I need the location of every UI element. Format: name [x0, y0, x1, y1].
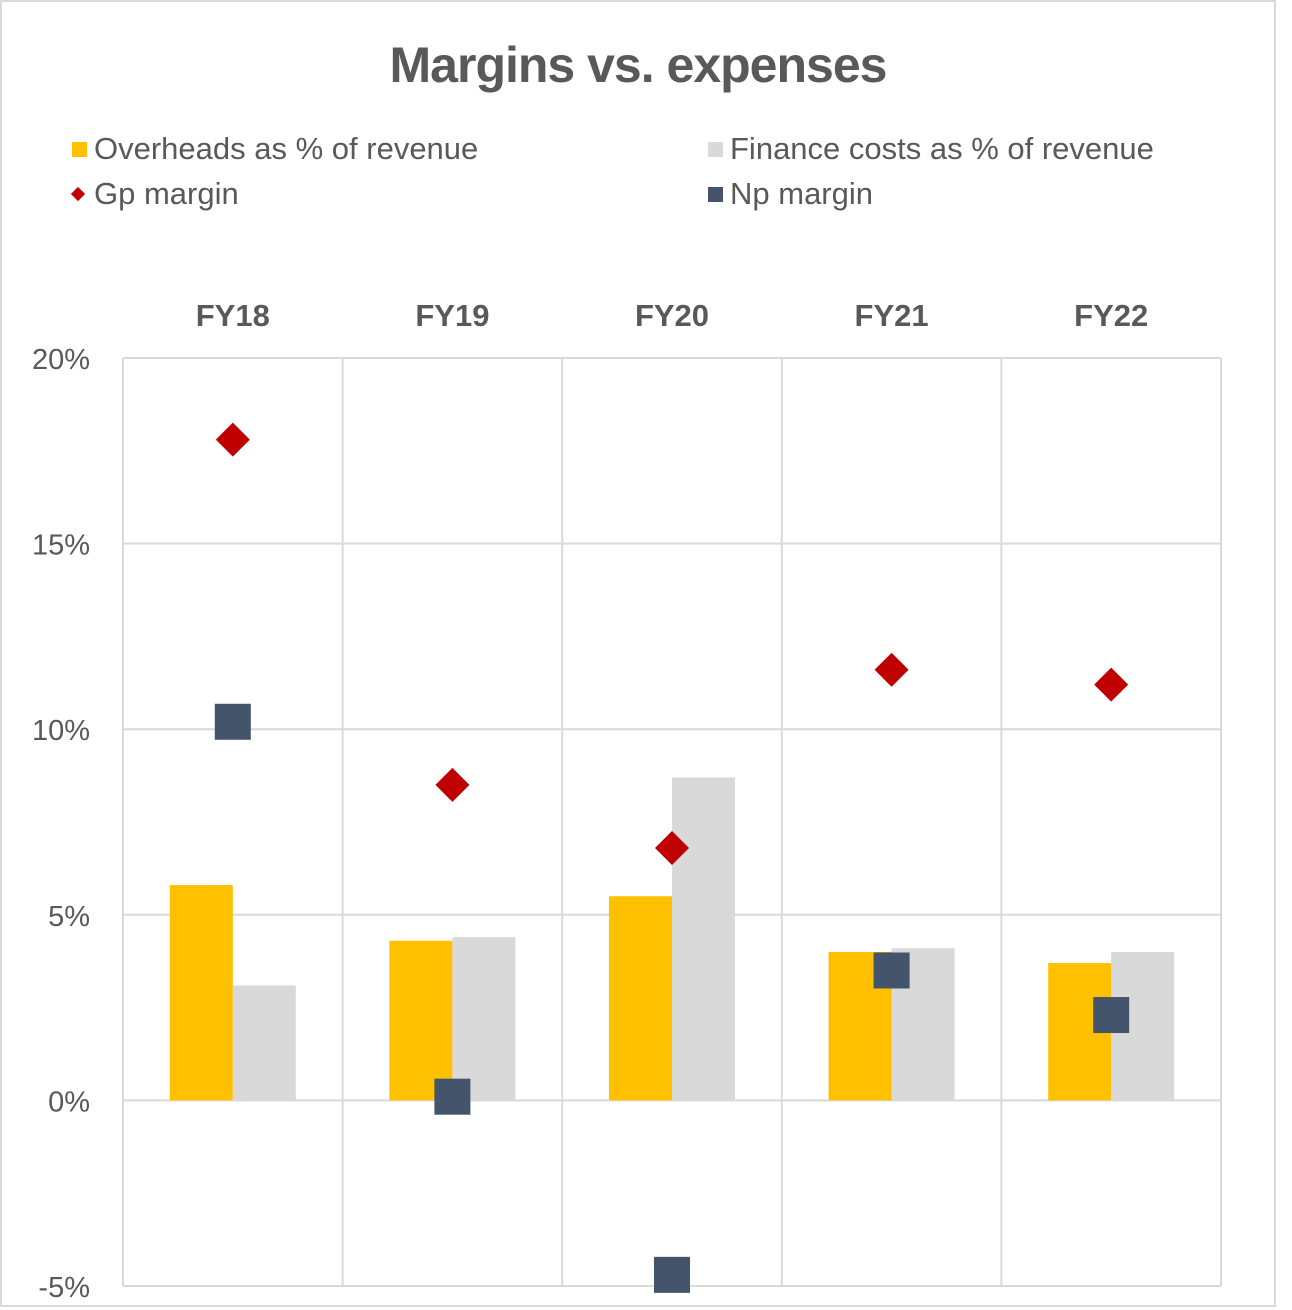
y-tick-label: 15% — [32, 530, 90, 562]
chart-title: Margins vs. expenses — [389, 37, 888, 93]
legend-item-finance: Finance costs as % of revenue — [708, 131, 1154, 167]
legend-item-overheads: Overheads as % of revenue — [72, 131, 478, 167]
y-tick-label: 0% — [48, 1086, 90, 1118]
legend-item-np-margin: Np margin — [708, 176, 873, 212]
legend-swatch-overheads — [72, 141, 87, 157]
marker-np-margin — [1093, 997, 1130, 1034]
bars — [169, 777, 1175, 1101]
legend-label-np-margin: Np margin — [730, 176, 873, 211]
axis-labels: 20% 15% 10% 5% 0% -5% FY18 FY19 FY20 FY21 FY22 — [32, 298, 1148, 1304]
bar-finance-costs-as-of-revenue — [672, 777, 735, 1101]
marker-np-margin — [654, 1256, 690, 1293]
y-tick-label: 10% — [32, 715, 90, 747]
bar-overheads-as-of-revenue — [609, 896, 672, 1101]
marker-gp-margin — [435, 767, 470, 802]
legend-swatch-finance — [708, 141, 723, 157]
marker-np-margin — [214, 703, 251, 740]
y-tick-label: -5% — [38, 1272, 90, 1304]
marker-gp-margin — [215, 422, 250, 457]
category-label: FY21 — [855, 298, 929, 333]
marker-np-margin — [873, 952, 910, 989]
legend-label-overheads: Overheads as % of revenue — [94, 131, 479, 166]
bar-overheads-as-of-revenue — [389, 940, 453, 1101]
y-tick-label: 20% — [32, 344, 90, 376]
category-label: FY20 — [635, 298, 709, 333]
marker-np-margin — [434, 1078, 471, 1115]
category-label: FY22 — [1074, 298, 1148, 333]
markers — [214, 422, 1130, 1293]
bar-finance-costs-as-of-revenue — [452, 937, 516, 1101]
marker-gp-margin — [874, 652, 909, 687]
bar-overheads-as-of-revenue — [169, 885, 233, 1101]
legend-label-finance: Finance costs as % of revenue — [730, 131, 1154, 166]
legend-item-gp-margin: Gp margin — [68, 176, 239, 212]
marker-gp-margin — [655, 830, 689, 865]
bar-finance-costs-as-of-revenue — [232, 985, 296, 1101]
category-label: FY19 — [415, 298, 489, 333]
category-label: FY18 — [196, 298, 270, 333]
marker-gp-margin — [1094, 667, 1129, 702]
legend-label-gp-margin: Gp margin — [94, 176, 239, 211]
legend-swatch-np-margin — [708, 186, 723, 202]
y-tick-label: 5% — [48, 901, 90, 933]
